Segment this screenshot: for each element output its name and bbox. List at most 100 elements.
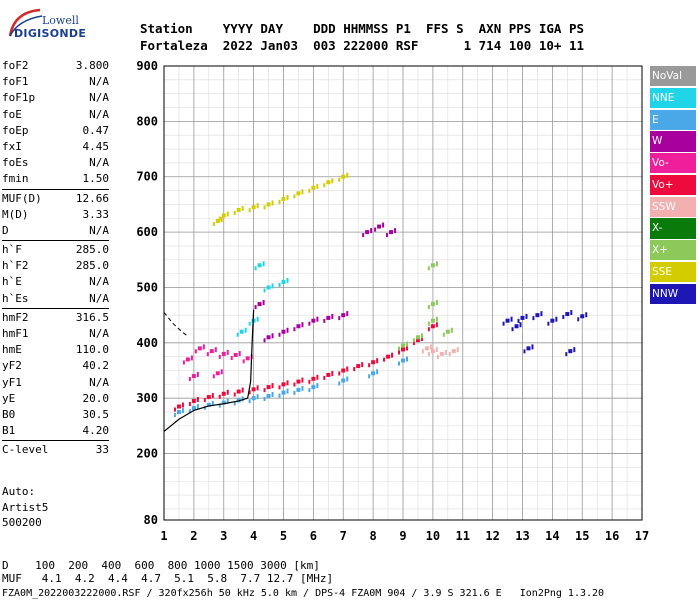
auto-software: Artist5 [2,500,49,514]
data-point-echo [427,305,430,310]
data-point-echo [346,311,349,317]
param-name: hmF1 [2,327,29,340]
data-point-echo [525,313,528,319]
data-point-echo [316,316,319,322]
data-point [221,351,226,356]
data-point-echo [218,394,221,399]
data-point-echo [211,393,214,399]
profile-curve [163,309,255,432]
data-point-echo [242,359,245,364]
data-point [266,385,271,390]
data-point-echo [362,233,365,238]
param-row: C-level 33 [2,442,109,458]
param-separator [2,307,109,309]
data-point-echo [173,413,176,418]
data-point [401,358,405,363]
data-point-echo [271,333,274,339]
data-point-echo [262,261,265,267]
data-point-echo [286,327,289,333]
data-point-echo [220,217,223,223]
data-point-echo [502,321,505,326]
legend-item-nnw: NNW [650,283,696,304]
auto-version: 500200 [2,516,42,529]
data-point [197,346,202,351]
param-row: hmF1 N/A [2,326,109,342]
x-tick-label: 8 [370,529,377,543]
data-point-echo [510,316,513,322]
param-value: 285.0 [75,259,109,273]
data-point-echo [196,396,199,402]
data-point-echo [293,382,296,387]
param-name: h`F [2,243,22,257]
data-point-echo [188,409,191,414]
param-separator [2,240,109,242]
data-point [215,219,220,224]
data-point-echo [218,403,221,408]
param-name: M(D) [2,207,29,221]
data-point [311,185,316,190]
data-point-echo [386,233,389,238]
digisonde-logo: Lowell DIGISONDE [4,6,86,46]
data-point-echo [346,376,349,382]
data-point-echo [211,400,214,406]
param-row: h`F 285.0 [2,242,109,258]
data-point-echo [233,392,236,397]
data-point-echo [262,300,265,306]
data-point-echo [248,390,251,395]
data-point [296,379,301,384]
data-point-echo [331,313,334,319]
data-point-echo [368,363,371,368]
scaled-parameters-panel: foF2 3.800 foF1 N/A foF1p N/A foE N/A foEp 0.47 fx… [2,58,109,459]
data-point [191,398,196,403]
data-point [257,263,262,268]
data-point [221,213,226,218]
data-point [377,224,382,229]
data-point-echo [412,338,415,343]
data-point-echo [436,354,439,359]
data-point-echo [181,408,184,414]
param-value: 4.20 [82,424,110,438]
data-point-echo [435,300,438,306]
data-point [535,313,540,318]
legend-item-e: E [650,109,696,130]
data-point-echo [271,391,274,397]
param-value: 316.5 [75,310,109,324]
param-value: N/A [89,375,109,389]
data-point-echo [271,383,274,389]
data-point-echo [226,349,229,355]
data-point [401,347,405,352]
data-point [311,376,316,381]
param-value: N/A [89,91,109,105]
data-point-echo [346,172,349,178]
data-point-echo [450,327,453,333]
param-row: foEp 0.47 [2,123,109,139]
data-point-echo [338,177,341,182]
param-value: N/A [89,327,109,340]
data-point [326,315,331,320]
param-name: hmE [2,343,22,357]
data-point-echo [203,398,206,403]
x-tick-label: 17 [635,529,649,543]
data-point [520,315,525,320]
param-value: 30.5 [82,407,110,421]
data-point-echo [248,208,251,213]
param-row: h`E N/A [2,274,109,290]
data-point-echo [531,344,534,350]
logo-text-lowell: Lowell [42,14,79,27]
x-tick-label: 11 [456,529,470,543]
y-tick-label: 300 [136,391,158,405]
param-value: N/A [89,75,109,89]
data-point-echo [435,347,438,353]
param-value: 20.0 [82,391,110,405]
data-point [209,349,214,354]
data-point-echo [374,227,377,232]
data-point-echo [519,322,522,328]
data-point-echo [293,327,296,332]
data-point [430,349,435,354]
data-point [568,349,573,354]
data-point-echo [220,369,223,375]
param-name: B0 [2,407,16,421]
data-point-echo [346,366,349,372]
data-point-echo [263,396,266,401]
data-point [401,343,405,348]
